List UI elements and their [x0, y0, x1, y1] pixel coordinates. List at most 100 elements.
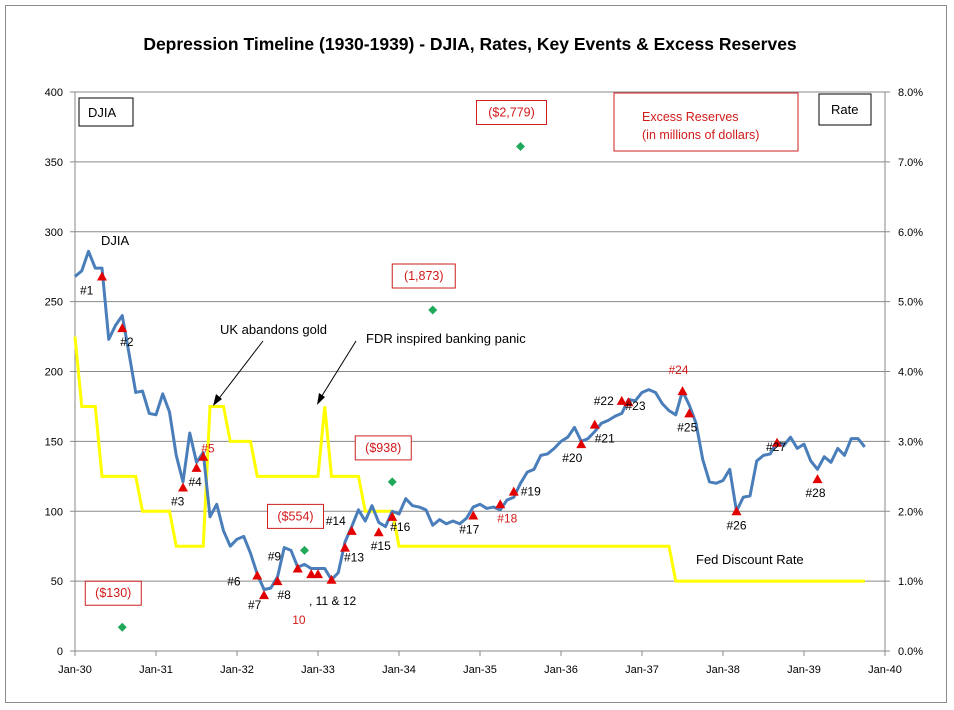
left-tick-label: 400: [45, 87, 63, 99]
event-label: #14: [326, 514, 346, 528]
event-label: #6: [227, 575, 241, 589]
x-tick-label: Jan-32: [220, 664, 254, 676]
x-tick-label: Jan-33: [301, 664, 335, 676]
excess-reserve-label-box: [391, 263, 456, 289]
event-marker: [346, 525, 357, 535]
event-marker: [373, 527, 384, 537]
x-tick-label: Jan-36: [544, 664, 578, 676]
event-marker: [495, 499, 506, 509]
excess-reserve-label: ($554): [277, 509, 313, 523]
event-label: 10: [292, 613, 306, 627]
fed-rate-label: Fed Discount Rate: [696, 552, 804, 567]
event-label: #15: [371, 539, 391, 553]
event-markers: #1 #2 #3 #4 #5 #6 #7 #8 #9 10 #13 #14 #15 #16 #17 #18 #1…: [80, 271, 826, 627]
event-marker: [623, 397, 634, 407]
excess-reserve-label-box: [476, 100, 547, 126]
left-tick-label: 300: [45, 227, 63, 239]
left-tick-label: 200: [45, 367, 63, 379]
excess-reserves-legend: Excess Reserves (in millions of dollars): [613, 92, 799, 152]
events-10-12-separator: , 11 & 12: [309, 594, 356, 608]
fed-rate-line: [73, 336, 865, 583]
rate-axis-box-label: Rate: [831, 102, 858, 117]
djia-line: [74, 249, 866, 592]
uk-gold-arrow: [216, 340, 264, 402]
djia-axis-box-label: DJIA: [88, 105, 117, 120]
series-lines: [73, 249, 866, 592]
left-tick-label: 100: [45, 506, 63, 518]
x-tick-label: Jan-39: [787, 664, 821, 676]
event-label: #21: [595, 432, 615, 446]
event-marker: [616, 395, 627, 405]
event-label: #22: [594, 394, 614, 408]
left-tick-label: 250: [45, 297, 63, 309]
event-label: #17: [459, 522, 479, 536]
left-axis-ticks: 0 50 100 150 200 250 300 350 400: [45, 87, 75, 658]
event-marker: [178, 482, 188, 492]
left-tick-label: 350: [45, 157, 63, 169]
uk-gold-arrowhead: [213, 394, 222, 406]
event-marker: [731, 506, 742, 516]
x-tick-label: Jan-40: [868, 664, 902, 676]
excess-reserve-point: [428, 305, 438, 315]
left-tick-label: 0: [57, 646, 63, 658]
x-tick-label: Jan-31: [139, 664, 173, 676]
right-tick-label: 3.0%: [898, 436, 923, 448]
excess-reserve-point: [117, 622, 127, 632]
event-marker: [340, 542, 350, 552]
excess-reserve-point: [516, 142, 525, 152]
event-label: #8: [278, 588, 292, 602]
rate-axis-box: Rate: [818, 93, 872, 126]
event-label: #24: [669, 363, 689, 377]
right-tick-label: 1.0%: [898, 576, 923, 588]
fdr-panic-arrow: [319, 340, 357, 400]
event-marker: [97, 271, 107, 281]
excess-reserve-label: ($130): [95, 586, 131, 600]
event-label: #26: [727, 518, 747, 532]
event-marker: [576, 439, 587, 449]
event-marker: [508, 486, 519, 496]
event-label: #28: [806, 486, 826, 500]
event-label: #4: [189, 475, 203, 489]
excess-reserves-legend-line2: (in millions of dollars): [642, 128, 759, 142]
event-marker: [677, 386, 688, 396]
left-tick-label: 50: [51, 576, 63, 588]
event-label: #16: [390, 520, 410, 534]
event-marker: [292, 563, 303, 573]
djia-series-label: DJIA: [101, 233, 130, 248]
right-tick-label: 6.0%: [898, 227, 923, 239]
x-tick-label: Jan-38: [706, 664, 740, 676]
excess-reserve-label: (1,873): [404, 269, 444, 283]
event-marker: [326, 574, 337, 584]
excess-reserve-point: [300, 545, 309, 555]
event-label: #27: [766, 440, 786, 454]
event-label: #13: [344, 551, 364, 565]
right-axis-ticks: 0.0% 1.0% 2.0% 3.0% 4.0% 5.0% 6.0% 7.0% 8.0%: [885, 87, 923, 658]
x-tick-label: Jan-37: [625, 664, 659, 676]
right-tick-label: 4.0%: [898, 367, 923, 379]
event-marker: [468, 510, 479, 520]
right-tick-label: 8.0%: [898, 87, 923, 99]
event-marker: [306, 569, 317, 579]
x-tick-label: Jan-34: [382, 664, 416, 676]
event-marker: [117, 323, 128, 333]
event-label: #5: [201, 442, 215, 456]
right-tick-label: 7.0%: [898, 157, 923, 169]
x-axis-ticks: Jan-30 Jan-31 Jan-32 Jan-33 Jan-34 Jan-35 Jan-…: [58, 651, 902, 676]
event-label: #3: [171, 494, 185, 508]
event-label: #25: [677, 420, 697, 434]
left-tick-label: 150: [45, 436, 63, 448]
event-marker: [198, 451, 209, 461]
chart-title: Depression Timeline (1930-1939) - DJIA, …: [143, 34, 797, 54]
event-label: #20: [562, 451, 582, 465]
excess-reserves-legend-line2-text: (in millions of dollars): [642, 128, 759, 142]
event-marker: [191, 462, 202, 472]
fdr-panic-annotation: FDR inspired banking panic: [366, 331, 526, 346]
event-marker: [772, 437, 782, 447]
excess-reserves-legend-line1: Excess Reserves: [642, 110, 739, 124]
event-label: #18: [497, 511, 517, 525]
event-label: #19: [521, 485, 541, 499]
excess-reserve-label-box: [354, 435, 412, 461]
excess-reserve-label-box: [84, 580, 142, 606]
event-marker: [272, 576, 283, 586]
right-tick-label: 0.0%: [898, 646, 923, 658]
